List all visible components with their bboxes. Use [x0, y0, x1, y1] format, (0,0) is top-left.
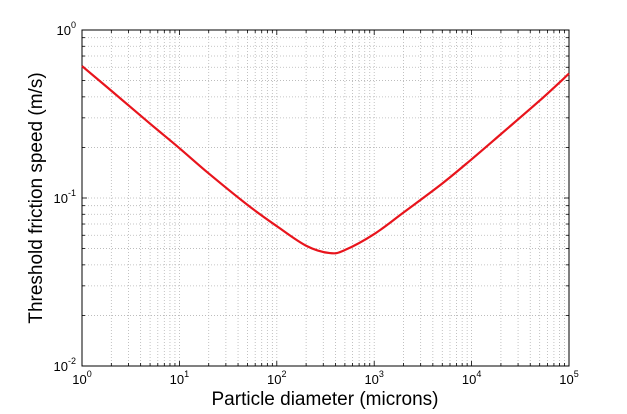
y-tick-labels: 10-2 10-1 100 — [54, 20, 76, 374]
y-tick-label: 10-2 — [54, 356, 76, 374]
x-axis-label: Particle diameter (microns) — [212, 389, 439, 410]
series-line-threshold-speed — [81, 65, 570, 255]
y-tick-label: 10-1 — [54, 188, 76, 206]
x-tick-label: 103 — [364, 369, 383, 387]
x-tick-label: 105 — [559, 369, 578, 387]
x-tick-label: 100 — [72, 369, 91, 387]
series-group — [81, 65, 570, 255]
x-tick-label: 104 — [462, 369, 481, 387]
x-tick-labels: 100 101 102 103 104 105 — [72, 369, 578, 387]
x-tick-label: 101 — [170, 369, 189, 387]
y-axis-label: Threshold friction speed (m/s) — [26, 72, 47, 323]
plot-frame — [81, 29, 570, 367]
x-tick-label: 102 — [267, 369, 286, 387]
y-tick-label: 100 — [57, 20, 76, 38]
grid — [82, 30, 569, 366]
